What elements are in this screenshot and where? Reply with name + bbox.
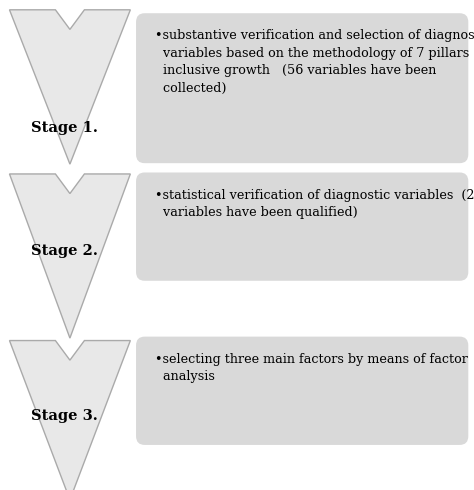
Polygon shape — [9, 10, 130, 164]
Text: Stage 3.: Stage 3. — [31, 409, 97, 422]
FancyBboxPatch shape — [136, 337, 468, 445]
FancyBboxPatch shape — [136, 13, 468, 163]
Text: •selecting three main factors by means of factor
  analysis: •selecting three main factors by means o… — [155, 353, 468, 383]
Text: •substantive verification and selection of diagnostic
  variables based on the m: •substantive verification and selection … — [155, 29, 474, 95]
Text: Stage 1.: Stage 1. — [30, 121, 98, 135]
Text: •statistical verification of diagnostic variables  (29
  variables have been qua: •statistical verification of diagnostic … — [155, 189, 474, 219]
Polygon shape — [9, 341, 130, 490]
Polygon shape — [9, 174, 130, 338]
FancyBboxPatch shape — [136, 172, 468, 281]
Text: Stage 2.: Stage 2. — [30, 245, 98, 258]
